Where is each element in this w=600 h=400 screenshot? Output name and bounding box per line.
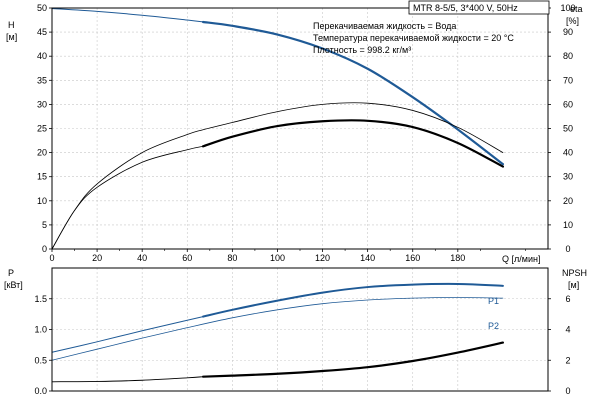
info-line-temperature: Температура перекачиваемой жидкости = 20… (313, 33, 514, 43)
x-tick-label: 180 (450, 253, 465, 263)
top-right-tick-label: 10 (563, 220, 573, 230)
x-tick-label: 140 (360, 253, 375, 263)
bottom-left-tick-label: 1.5 (34, 294, 47, 304)
top-right-tick-label: 0 (565, 244, 570, 254)
bottom-series-4 (201, 341, 505, 378)
top-left-tick-label: 0 (42, 244, 47, 254)
bottom-right-tick-label: 2 (565, 355, 570, 365)
top-left-tick-label: 30 (37, 99, 47, 109)
top-series-3 (51, 145, 204, 250)
top-right-tick-label: 20 (563, 196, 573, 206)
top-left-tick-label: 50 (37, 3, 47, 13)
bottom-left-tick-label: 1.0 (34, 325, 47, 335)
top-right-tick-label: 60 (563, 99, 573, 109)
top-left-tick-label: 45 (37, 27, 47, 37)
top-left-tick-label: 40 (37, 51, 47, 61)
x-tick-label: 40 (137, 253, 147, 263)
bottom-right-axis-title: NPSH (562, 268, 587, 278)
top-right-tick-label: 90 (563, 27, 573, 37)
bottom-left-tick-label: 0.0 (34, 386, 47, 396)
x-tick-label: 80 (227, 253, 237, 263)
x-tick-label: 120 (315, 253, 330, 263)
bottom-series-3 (51, 376, 204, 383)
x-tick-label: 60 (182, 253, 192, 263)
title-box-text: MTR 8-5/5, 3*400 V, 50Hz (413, 3, 518, 13)
top-left-tick-label: 35 (37, 75, 47, 85)
top-left-tick-label: 15 (37, 172, 47, 182)
legend-p1: P1 (488, 296, 499, 306)
bottom-left-axis-unit: [кВт] (4, 280, 23, 290)
top-grid (51, 7, 548, 250)
top-right-tick-label: 80 (563, 51, 573, 61)
bottom-series-0 (51, 316, 204, 353)
info-line-liquid: Перекачиваемая жидкость = Вода (313, 21, 456, 31)
bottom-right-tick-label: 6 (565, 294, 570, 304)
top-left-tick-label: 10 (37, 196, 47, 206)
bottom-series-2 (51, 297, 504, 361)
x-axis-title: Q [л/мин] (502, 254, 540, 264)
top-left-axis-unit: [м] (6, 32, 17, 42)
top-right-axis-title: eta (570, 4, 583, 14)
series-layer (51, 7, 505, 383)
top-series-4 (201, 119, 505, 168)
top-left-tick-label: 25 (37, 124, 47, 134)
bottom-series-1 (202, 282, 504, 318)
top-left-tick-label: 5 (42, 220, 47, 230)
ticks-layer: 0 20 40 60 80 100 120 140 160 1800510152025303540… (34, 3, 575, 396)
x-tick-label: 0 (49, 253, 54, 263)
top-right-tick-label: 50 (563, 124, 573, 134)
top-right-tick-label: 30 (563, 172, 573, 182)
top-left-axis-title: H (8, 20, 15, 30)
top-right-tick-label: 100 (560, 3, 575, 13)
bottom-right-tick-label: 4 (565, 325, 570, 335)
x-tick-label: 20 (92, 253, 102, 263)
bottom-right-axis-unit: [м] (568, 280, 579, 290)
legend-p2: P2 (488, 321, 499, 331)
top-right-tick-label: 70 (563, 75, 573, 85)
top-right-axis-unit: [%] (566, 16, 579, 26)
x-tick-label: 100 (270, 253, 285, 263)
top-right-tick-label: 40 (563, 148, 573, 158)
top-series-1 (201, 20, 505, 166)
info-line-density: Плотность = 998.2 кг/м³ (313, 45, 411, 55)
x-tick-label: 160 (405, 253, 420, 263)
top-series-0 (51, 7, 204, 23)
top-left-tick-label: 20 (37, 148, 47, 158)
title-box (408, 0, 550, 15)
top-series-2 (51, 102, 504, 250)
bottom-left-axis-title: P (8, 268, 14, 278)
bottom-left-tick-label: 0.5 (34, 355, 47, 365)
bottom-right-tick-label: 0 (565, 386, 570, 396)
